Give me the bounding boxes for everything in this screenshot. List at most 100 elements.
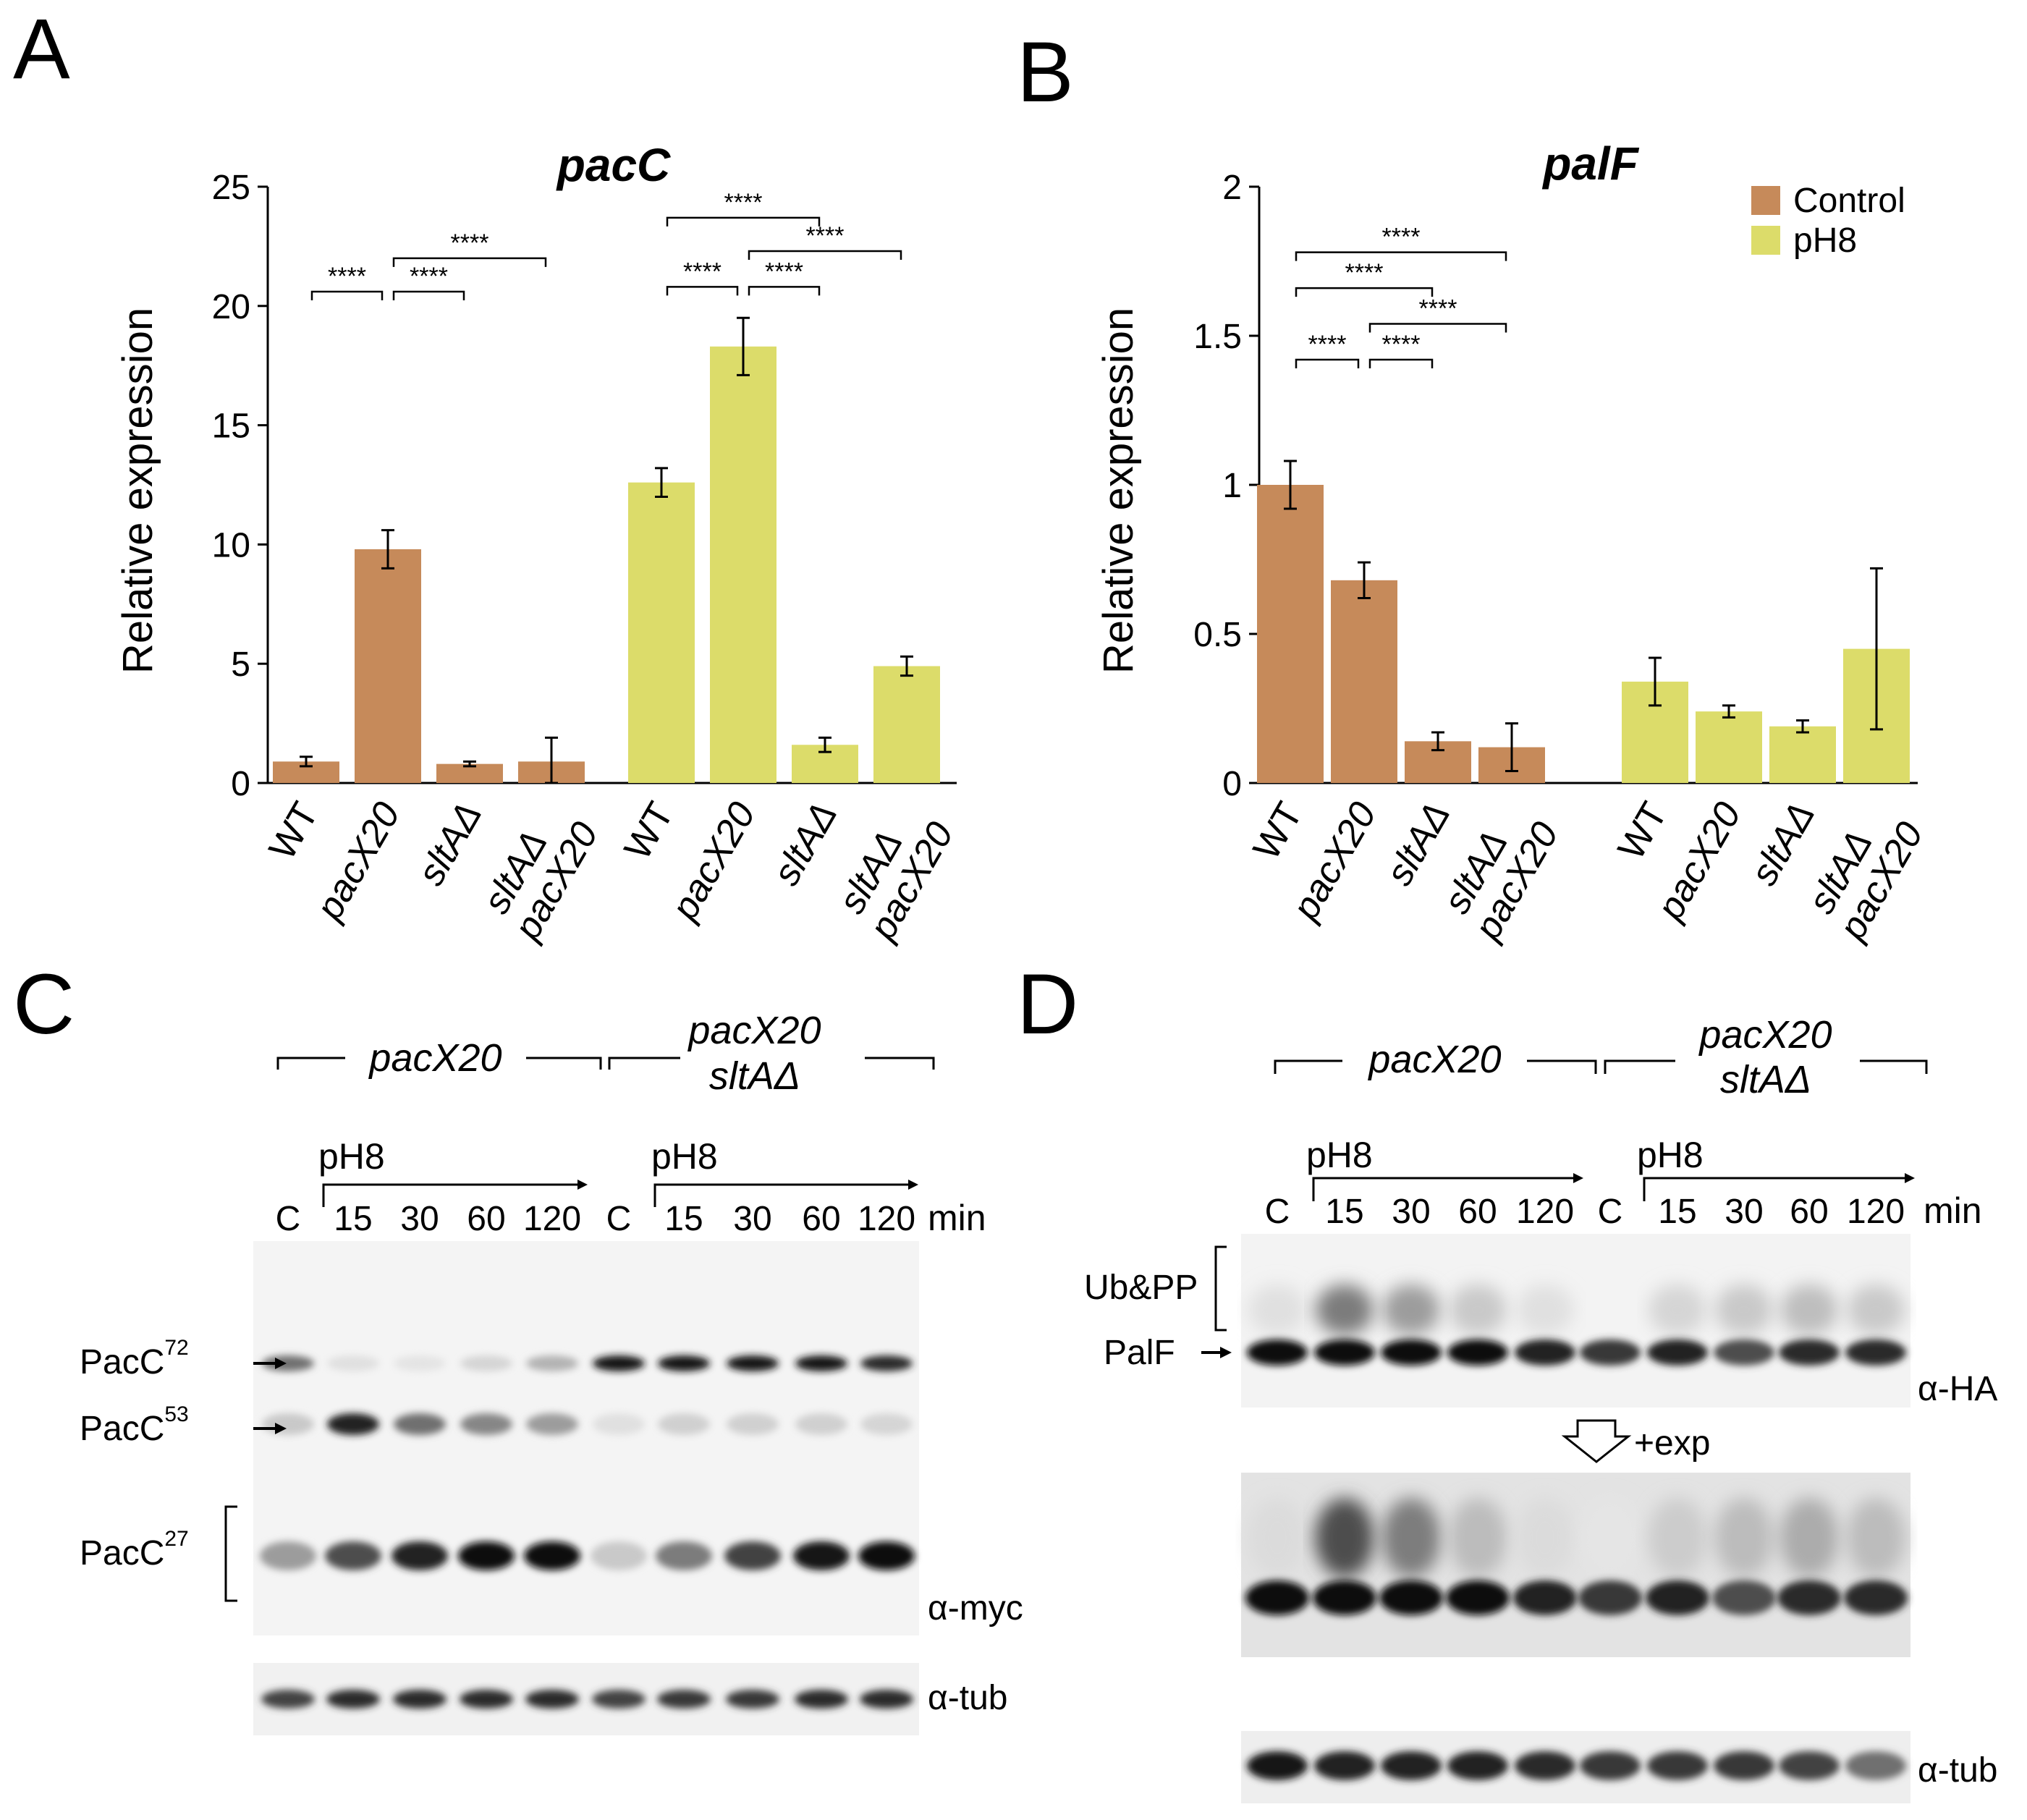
tubulin-d-band-7 [1714,1751,1774,1780]
pacc72-band-3 [460,1355,512,1371]
blot-d-exposure-label: +exp [1634,1424,1710,1463]
ubpp-smear-exp-band-6 [1648,1498,1707,1578]
legend: Control pH8 [1751,182,1905,260]
pacc27-band-9 [858,1541,915,1570]
blot-c-unit: min [928,1198,986,1238]
palf-band-7 [1714,1339,1774,1366]
tubulin-c-band-0 [261,1690,315,1709]
significance-bracket [310,290,384,301]
blot-c-group1-label: pacX20 [368,1036,502,1080]
lane-label: 60 [1458,1193,1497,1231]
lane-label: 60 [1790,1193,1828,1231]
significance-bracket [392,290,465,301]
pacc53-band-2 [394,1413,446,1435]
blot-c-label-pac72: PacC72 [80,1336,189,1381]
blot-d: pacX20 pacX20 sltAΔ pH8 pH8 C 15 30 60 120 C 1… [1084,1013,1997,1803]
blot-c-group1-bracket [276,1057,602,1070]
significance-bracket [666,286,739,296]
ubpp-smear-band-2 [1382,1284,1440,1335]
significance-bracket [1368,358,1434,368]
pacc72-band-7 [727,1355,779,1371]
blot-c-ph-arrowhead-2 [908,1180,918,1190]
y-tick-label: 25 [212,169,250,207]
tubulin-d-band-9 [1845,1751,1906,1780]
pacc27-band-1 [325,1541,381,1570]
x-tick-label: WT [1610,795,1676,867]
tubulin-c-band-6 [657,1690,711,1709]
ubpp-smear-exp-band-5 [1580,1498,1640,1578]
ubpp-smear-band-6 [1649,1284,1706,1335]
tubulin-c-band-5 [592,1690,646,1709]
blot-d-group2-label-1: pacX20 [1698,1013,1832,1057]
significance-label: **** [451,229,489,257]
significance-label: **** [1419,295,1457,323]
palf-exp-band-6 [1646,1580,1709,1615]
blot-d-antibody-ha: α-HA [1918,1370,1997,1408]
bar-ph8-2 [1769,726,1836,783]
tubulin-d-band-2 [1381,1751,1442,1780]
y-tick-label: 1.5 [1193,318,1242,356]
significance-label: **** [765,258,803,285]
palf-band-6 [1647,1339,1708,1366]
lane-label: 120 [858,1200,915,1238]
blot-d-arrowhead-palf [1220,1347,1232,1358]
ubpp-smear-exp-band-0 [1248,1498,1307,1578]
chart-b: palF Relative expression 00.511.52WTpacX… [1095,137,1931,948]
chart-a-title: pacC [556,139,671,191]
significance-bracket [1295,251,1507,261]
ubpp-smear-exp-band-2 [1381,1498,1441,1578]
pacc27-band-4 [524,1541,580,1570]
blot-c-group2-label-1: pacX20 [687,1009,821,1052]
ubpp-smear-band-8 [1780,1284,1838,1335]
y-tick-label: 0 [231,765,250,803]
pacc27-band-7 [724,1541,781,1570]
blot-c-membrane-main [253,1241,919,1635]
pacc27-band-3 [458,1541,515,1570]
ubpp-smear-exp-band-7 [1714,1498,1774,1578]
tubulin-c-band-4 [525,1690,579,1709]
x-tick-label: sltAΔpacX20 [826,795,962,948]
pacc72-band-8 [795,1355,847,1371]
blot-d-group2-label-2: sltAΔ [1720,1058,1811,1101]
tubulin-d-band-8 [1779,1751,1840,1780]
tubulin-d-band-4 [1515,1751,1575,1780]
tubulin-c-band-8 [795,1690,848,1709]
significance-label: **** [1308,331,1347,358]
significance-bracket [748,286,821,296]
x-tick-label: WT [617,795,682,867]
x-tick-label: sltAΔpacX20 [471,795,606,948]
y-tick-label: 10 [212,526,250,564]
palf-exp-band-3 [1446,1580,1510,1615]
palf-exp-band-7 [1712,1580,1776,1615]
blot-c-arrowhead-pac53 [275,1423,287,1434]
bar-ph8-3 [873,666,940,783]
pacc53-band-3 [460,1413,512,1435]
pacc53-band-6 [658,1413,710,1435]
blot-d-group2-bracket [1604,1059,1928,1074]
blot-d-label-ubpp: Ub&PP [1084,1269,1198,1307]
pacc53-band-8 [795,1413,847,1435]
palf-band-3 [1447,1339,1508,1366]
y-tick-label: 15 [212,407,250,446]
pacc72-band-4 [526,1355,578,1371]
lane-label: C [606,1200,632,1238]
lane-label: 30 [733,1200,771,1238]
lane-label: 120 [1847,1193,1905,1231]
chart-a-ylabel: Relative expression [114,308,161,674]
pacc53-band-4 [526,1413,578,1435]
ubpp-smear-exp-band-3 [1448,1498,1507,1578]
pacc27-band-8 [793,1541,850,1570]
palf-exp-band-9 [1844,1580,1908,1615]
blot-c-ph-arrowhead-1 [577,1180,588,1190]
legend-label-ph8: pH8 [1793,221,1857,260]
pacc53-band-0 [262,1413,314,1435]
tubulin-d-band-3 [1447,1751,1508,1780]
tubulin-c-band-3 [460,1690,513,1709]
palf-exp-band-1 [1313,1580,1376,1615]
pacc53-band-7 [727,1413,779,1435]
blot-c-group2-label-2: sltAΔ [709,1054,800,1098]
ubpp-smear-exp-band-8 [1780,1498,1839,1578]
panel-letter-b: B [1017,25,1074,120]
ubpp-smear-exp-band-9 [1846,1498,1905,1578]
lane-label: 30 [1392,1193,1430,1231]
